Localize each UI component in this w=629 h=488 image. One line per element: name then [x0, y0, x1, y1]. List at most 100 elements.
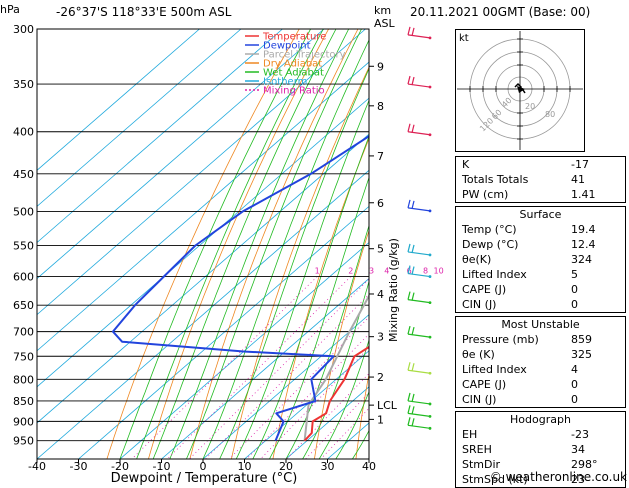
wind-barb-flag [412, 406, 414, 414]
mixing-ratio-label: 8 [423, 267, 428, 276]
index-row-k: K-17 [456, 157, 625, 172]
wind-barb-dot [429, 86, 432, 89]
height-unit-label: km [374, 4, 391, 17]
wind-barb-flag [412, 418, 414, 426]
wind-barb-dot [429, 336, 432, 339]
wind-barb-flag [412, 363, 414, 371]
pressure-tick-label: 800 [13, 373, 34, 386]
surface-row: Dewp (°C)12.4 [456, 237, 625, 252]
wind-barb-flag [412, 267, 414, 275]
height-tick-label: 7 [377, 150, 384, 163]
pressure-tick-label: 350 [13, 78, 34, 91]
wind-barb-flag [412, 394, 414, 402]
mixing-ratio-label: 10 [434, 267, 444, 276]
wind-barbs-column [408, 27, 431, 430]
wind-barb-flag [412, 327, 414, 335]
pressure-unit-label: hPa [0, 3, 20, 16]
surface-section: Surface Temp (°C)19.4 Dewp (°C)12.4 θe(K… [455, 206, 626, 313]
pressure-tick-label: 950 [13, 435, 34, 448]
wind-barb-dot [429, 403, 432, 406]
wind-barb-dot [429, 415, 432, 418]
wind-barb-flag [412, 28, 414, 36]
pressure-tick-label: 500 [13, 205, 34, 218]
wind-barb-flag [408, 200, 410, 208]
wind-barb [408, 252, 430, 255]
height-tick-label: 6 [377, 197, 384, 210]
wind-barb-flag [408, 393, 410, 401]
surface-title: Surface [456, 207, 625, 222]
wind-barb-flag [408, 244, 410, 252]
wind-barb-flag [408, 292, 410, 300]
wind-barb [408, 413, 430, 416]
wind-barb-flag [408, 27, 410, 35]
height-tick-label: 8 [377, 100, 384, 113]
height-tick-label: 5 [377, 243, 384, 256]
wind-barb-dot [429, 275, 432, 278]
wind-barb-flag [412, 201, 414, 209]
height-tick-label: 2 [377, 371, 384, 384]
wind-barb [408, 425, 430, 428]
hodo-row: EH-23 [456, 427, 625, 442]
wind-barb-dot [429, 301, 432, 304]
most-unstable-section: Most Unstable Pressure (mb)859 θe (K)325… [455, 316, 626, 408]
ring-label-80: 80 [545, 110, 555, 119]
wind-barb-flag [408, 417, 410, 425]
wind-barb [408, 132, 430, 135]
wind-barb-dot [429, 427, 432, 430]
location-title: -26°37'S 118°33'E 500m ASL [56, 5, 232, 19]
datetime-title: 20.11.2021 00GMT (Base: 00) [410, 5, 590, 19]
mixing-ratio-label: 3 [369, 267, 374, 276]
wind-barb [408, 401, 430, 404]
x-tick-label: 30 [321, 460, 335, 473]
height-tick-label: LCL [377, 399, 398, 412]
pressure-tick-label: 450 [13, 168, 34, 181]
pressure-tick-label: 600 [13, 271, 34, 284]
surface-row: CAPE (J)0 [456, 282, 625, 297]
wind-barb [408, 370, 430, 373]
height-tick-label: 3 [377, 331, 384, 344]
mixing-ratio-axis-title: Mixing Ratio (g/kg) [387, 238, 400, 342]
mixing-ratio-label: 1 [315, 267, 320, 276]
height-tick-label: 1 [377, 413, 384, 426]
mu-row: CIN (J)0 [456, 392, 625, 407]
wind-barb-flag [408, 124, 410, 132]
most-unstable-title: Most Unstable [456, 317, 625, 332]
wind-barb-flag [412, 245, 414, 253]
hodograph-stats-title: Hodograph [456, 412, 625, 427]
ring-label-20: 20 [525, 102, 535, 111]
mu-row: Pressure (mb)859 [456, 332, 625, 347]
surface-row: Temp (°C)19.4 [456, 222, 625, 237]
copyright-footer[interactable]: © weatheronline.co.uk [452, 470, 627, 484]
pressure-tick-label: 400 [13, 126, 34, 139]
wind-barb-flag [412, 77, 414, 85]
pressure-tick-label: 900 [13, 415, 34, 428]
height-unit-label-asl: ASL [374, 17, 396, 30]
pressure-tick-label: 300 [13, 23, 34, 36]
height-tick-label: 9 [377, 60, 384, 73]
wind-barb [408, 35, 430, 38]
x-tick-label: -30 [70, 460, 88, 473]
pressure-tick-label: 700 [13, 326, 34, 339]
height-tick-label: 4 [377, 288, 384, 301]
index-row-pw: PW (cm)1.41 [456, 187, 625, 202]
surface-row: θe(K)324 [456, 252, 625, 267]
hodograph-unit-label: kt [459, 33, 469, 44]
pressure-tick-label: 850 [13, 395, 34, 408]
pressure-tick-label: 750 [13, 350, 34, 363]
x-axis-title: Dewpoint / Temperature (°C) [111, 471, 298, 486]
wind-barb [408, 300, 430, 303]
wind-barb [408, 208, 430, 211]
wind-barb-flag [408, 362, 410, 370]
wind-barb-dot [429, 133, 432, 136]
mu-row: CAPE (J)0 [456, 377, 625, 392]
x-tick-label: 40 [362, 460, 376, 473]
mixing-ratio-label: 2 [348, 267, 353, 276]
wind-barb [408, 84, 430, 87]
wind-barb-flag [412, 293, 414, 301]
wind-barb-dot [429, 254, 432, 257]
